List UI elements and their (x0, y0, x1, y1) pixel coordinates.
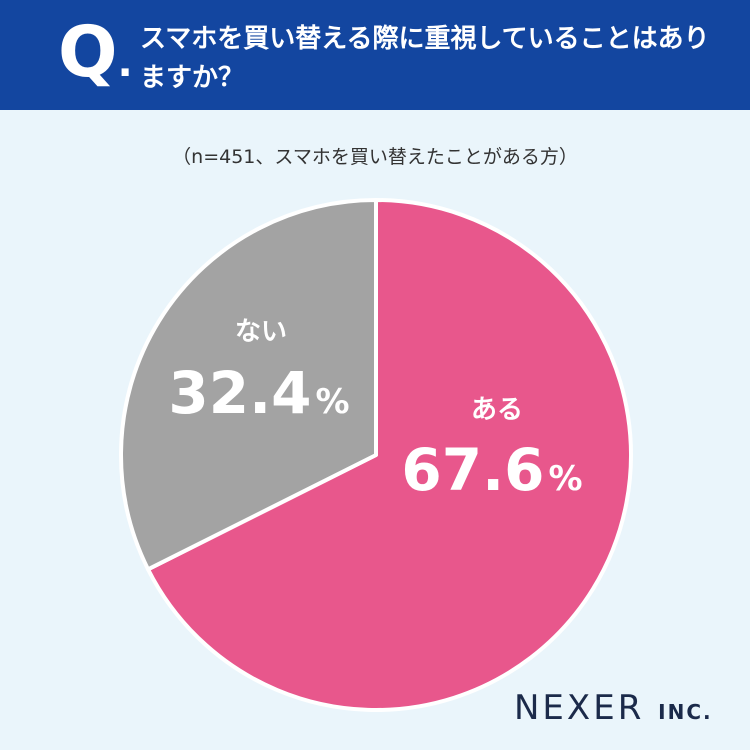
slice-value-label: 67.6% (401, 436, 582, 504)
brand-suffix: INC. (658, 700, 713, 724)
question-text: スマホを買い替える際に重視していることはありますか？ (140, 24, 710, 93)
q-letter: Q (58, 11, 118, 93)
brand-logo: NEXER INC. (514, 688, 713, 732)
q-mark: Q. (58, 12, 133, 103)
question-banner: Q. スマホを買い替える際に重視していることはありますか？ (0, 0, 750, 110)
slice-value-label: 32.4% (168, 359, 349, 427)
slice-category-label: ある (471, 395, 523, 425)
sample-note: （n=451、スマホを買い替えたことがある方） (172, 146, 578, 168)
pie-slice-1 (146, 198, 633, 712)
slice-category-label: ない (235, 317, 287, 347)
q-dot: . (117, 40, 133, 86)
pie-slice-2 (119, 198, 378, 572)
brand-name: NEXER (514, 688, 645, 728)
